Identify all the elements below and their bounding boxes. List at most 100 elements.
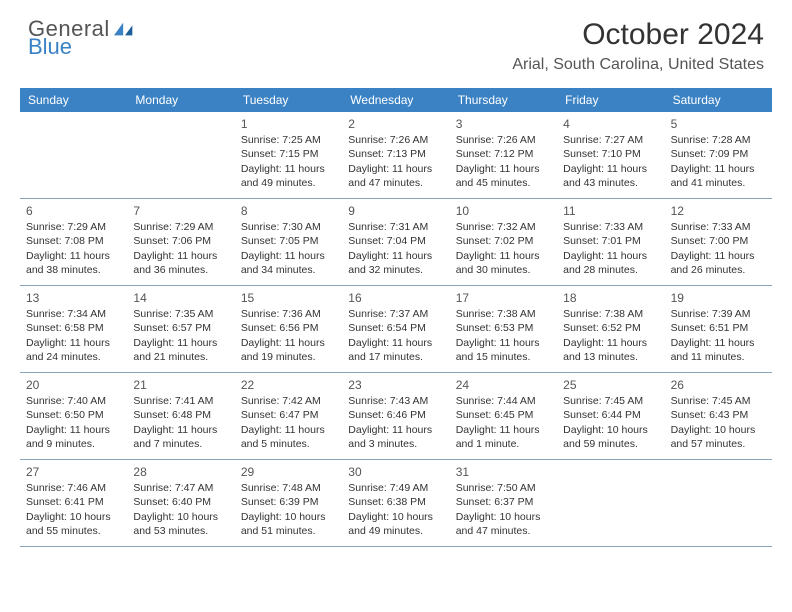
daylight-text: Daylight: 10 hours and 51 minutes. [241, 510, 336, 538]
day-cell: 3Sunrise: 7:26 AMSunset: 7:12 PMDaylight… [450, 112, 557, 198]
day-number: 6 [26, 203, 121, 219]
day-cell: 29Sunrise: 7:48 AMSunset: 6:39 PMDayligh… [235, 460, 342, 546]
sunrise-text: Sunrise: 7:33 AM [563, 220, 658, 234]
sunset-text: Sunset: 7:01 PM [563, 234, 658, 248]
sunset-text: Sunset: 6:58 PM [26, 321, 121, 335]
sunset-text: Sunset: 6:48 PM [133, 408, 228, 422]
daylight-text: Daylight: 11 hours and 26 minutes. [671, 249, 766, 277]
sunset-text: Sunset: 7:08 PM [26, 234, 121, 248]
weeks-container: 1Sunrise: 7:25 AMSunset: 7:15 PMDaylight… [20, 112, 772, 547]
day-number: 4 [563, 116, 658, 132]
sunrise-text: Sunrise: 7:43 AM [348, 394, 443, 408]
day-number: 12 [671, 203, 766, 219]
day-cell: 15Sunrise: 7:36 AMSunset: 6:56 PMDayligh… [235, 286, 342, 372]
sunrise-text: Sunrise: 7:39 AM [671, 307, 766, 321]
day-number: 16 [348, 290, 443, 306]
sunset-text: Sunset: 6:46 PM [348, 408, 443, 422]
day-number: 17 [456, 290, 551, 306]
day-number: 10 [456, 203, 551, 219]
sunset-text: Sunset: 7:00 PM [671, 234, 766, 248]
empty-cell [20, 112, 127, 198]
daylight-text: Daylight: 10 hours and 47 minutes. [456, 510, 551, 538]
day-cell: 22Sunrise: 7:42 AMSunset: 6:47 PMDayligh… [235, 373, 342, 459]
daylight-text: Daylight: 11 hours and 3 minutes. [348, 423, 443, 451]
sunrise-text: Sunrise: 7:26 AM [456, 133, 551, 147]
daylight-text: Daylight: 11 hours and 17 minutes. [348, 336, 443, 364]
sunrise-text: Sunrise: 7:26 AM [348, 133, 443, 147]
day-number: 30 [348, 464, 443, 480]
sunset-text: Sunset: 7:05 PM [241, 234, 336, 248]
week-row: 1Sunrise: 7:25 AMSunset: 7:15 PMDaylight… [20, 112, 772, 199]
sunset-text: Sunset: 6:50 PM [26, 408, 121, 422]
day-cell: 9Sunrise: 7:31 AMSunset: 7:04 PMDaylight… [342, 199, 449, 285]
sunrise-text: Sunrise: 7:36 AM [241, 307, 336, 321]
daylight-text: Daylight: 11 hours and 21 minutes. [133, 336, 228, 364]
daylight-text: Daylight: 11 hours and 28 minutes. [563, 249, 658, 277]
daylight-text: Daylight: 11 hours and 11 minutes. [671, 336, 766, 364]
day-cell: 11Sunrise: 7:33 AMSunset: 7:01 PMDayligh… [557, 199, 664, 285]
sunrise-text: Sunrise: 7:38 AM [456, 307, 551, 321]
sunrise-text: Sunrise: 7:29 AM [26, 220, 121, 234]
week-row: 13Sunrise: 7:34 AMSunset: 6:58 PMDayligh… [20, 286, 772, 373]
daylight-text: Daylight: 11 hours and 32 minutes. [348, 249, 443, 277]
sunrise-text: Sunrise: 7:46 AM [26, 481, 121, 495]
header: General Blue October 2024 Arial, South C… [0, 0, 792, 78]
day-of-week-header: SundayMondayTuesdayWednesdayThursdayFrid… [20, 88, 772, 112]
day-cell: 20Sunrise: 7:40 AMSunset: 6:50 PMDayligh… [20, 373, 127, 459]
day-number: 25 [563, 377, 658, 393]
sunrise-text: Sunrise: 7:42 AM [241, 394, 336, 408]
daylight-text: Daylight: 11 hours and 47 minutes. [348, 162, 443, 190]
day-number: 15 [241, 290, 336, 306]
day-number: 31 [456, 464, 551, 480]
empty-cell [665, 460, 772, 546]
sunrise-text: Sunrise: 7:44 AM [456, 394, 551, 408]
empty-cell [127, 112, 234, 198]
sunrise-text: Sunrise: 7:48 AM [241, 481, 336, 495]
sunrise-text: Sunrise: 7:41 AM [133, 394, 228, 408]
daylight-text: Daylight: 11 hours and 30 minutes. [456, 249, 551, 277]
day-cell: 13Sunrise: 7:34 AMSunset: 6:58 PMDayligh… [20, 286, 127, 372]
day-cell: 4Sunrise: 7:27 AMSunset: 7:10 PMDaylight… [557, 112, 664, 198]
daylight-text: Daylight: 11 hours and 34 minutes. [241, 249, 336, 277]
day-cell: 21Sunrise: 7:41 AMSunset: 6:48 PMDayligh… [127, 373, 234, 459]
daylight-text: Daylight: 11 hours and 36 minutes. [133, 249, 228, 277]
day-cell: 6Sunrise: 7:29 AMSunset: 7:08 PMDaylight… [20, 199, 127, 285]
daylight-text: Daylight: 11 hours and 49 minutes. [241, 162, 336, 190]
sunrise-text: Sunrise: 7:33 AM [671, 220, 766, 234]
sunrise-text: Sunrise: 7:32 AM [456, 220, 551, 234]
location-text: Arial, South Carolina, United States [512, 56, 764, 74]
sunset-text: Sunset: 6:38 PM [348, 495, 443, 509]
day-cell: 5Sunrise: 7:28 AMSunset: 7:09 PMDaylight… [665, 112, 772, 198]
day-number: 19 [671, 290, 766, 306]
dow-cell: Wednesday [342, 88, 449, 112]
day-cell: 10Sunrise: 7:32 AMSunset: 7:02 PMDayligh… [450, 199, 557, 285]
day-cell: 17Sunrise: 7:38 AMSunset: 6:53 PMDayligh… [450, 286, 557, 372]
day-cell: 28Sunrise: 7:47 AMSunset: 6:40 PMDayligh… [127, 460, 234, 546]
day-number: 14 [133, 290, 228, 306]
daylight-text: Daylight: 11 hours and 1 minute. [456, 423, 551, 451]
day-cell: 12Sunrise: 7:33 AMSunset: 7:00 PMDayligh… [665, 199, 772, 285]
day-number: 8 [241, 203, 336, 219]
sunset-text: Sunset: 7:13 PM [348, 147, 443, 161]
daylight-text: Daylight: 11 hours and 41 minutes. [671, 162, 766, 190]
sunset-text: Sunset: 6:45 PM [456, 408, 551, 422]
day-number: 20 [26, 377, 121, 393]
week-row: 20Sunrise: 7:40 AMSunset: 6:50 PMDayligh… [20, 373, 772, 460]
sunrise-text: Sunrise: 7:31 AM [348, 220, 443, 234]
sunrise-text: Sunrise: 7:35 AM [133, 307, 228, 321]
sunset-text: Sunset: 6:47 PM [241, 408, 336, 422]
daylight-text: Daylight: 11 hours and 19 minutes. [241, 336, 336, 364]
sunset-text: Sunset: 6:56 PM [241, 321, 336, 335]
day-number: 28 [133, 464, 228, 480]
daylight-text: Daylight: 11 hours and 13 minutes. [563, 336, 658, 364]
sunrise-text: Sunrise: 7:50 AM [456, 481, 551, 495]
daylight-text: Daylight: 11 hours and 7 minutes. [133, 423, 228, 451]
sunset-text: Sunset: 7:12 PM [456, 147, 551, 161]
daylight-text: Daylight: 10 hours and 57 minutes. [671, 423, 766, 451]
sail-icon [114, 22, 136, 36]
sunrise-text: Sunrise: 7:45 AM [671, 394, 766, 408]
sunrise-text: Sunrise: 7:49 AM [348, 481, 443, 495]
sunrise-text: Sunrise: 7:45 AM [563, 394, 658, 408]
sunrise-text: Sunrise: 7:27 AM [563, 133, 658, 147]
day-number: 2 [348, 116, 443, 132]
